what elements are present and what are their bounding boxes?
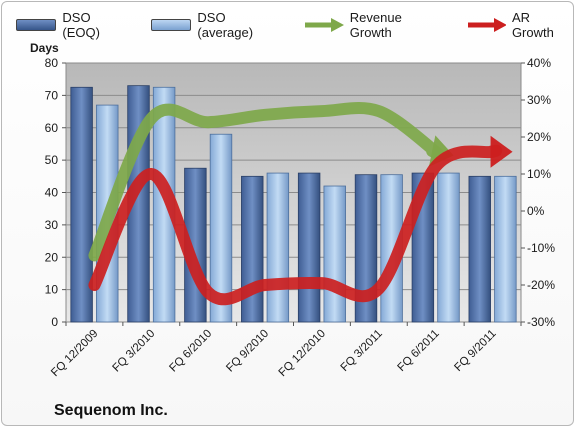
- x-tick-label: FQ 9/2011: [452, 328, 498, 374]
- legend-label-dso-eoq: DSO (EOQ): [62, 10, 100, 40]
- legend-item-ar-growth: AR Growth: [466, 10, 573, 40]
- legend-swatch-dso-average: [151, 19, 192, 31]
- y-tick-label: 30: [45, 218, 59, 232]
- bar-dso-eoq: [241, 175, 264, 323]
- y2-tick-label: 10%: [527, 167, 551, 181]
- y-tick-label: 40: [45, 186, 59, 200]
- y-tick-label: 80: [45, 56, 59, 70]
- y-tick-label: 20: [45, 250, 59, 264]
- bar-dso-eoq: [297, 172, 321, 323]
- growth-lines: [88, 101, 513, 306]
- y2-tick-label: -20%: [527, 278, 555, 292]
- y-tick-label: 50: [45, 153, 59, 167]
- legend-swatch-dso-eoq: [16, 19, 57, 31]
- bar-dso-average: [266, 172, 290, 323]
- x-tick-label: FQ 6/2010: [167, 328, 214, 375]
- y2-tick-label: 30%: [527, 93, 551, 107]
- y-tick-label: 70: [45, 88, 59, 102]
- y-tick-label: 10: [45, 283, 59, 297]
- y-tick-label: 60: [45, 121, 59, 135]
- y2-tick-label: -30%: [527, 315, 555, 329]
- x-tick-label: FQ 3/2011: [339, 328, 385, 374]
- legend-label-revenue-growth: Revenue Growth: [349, 10, 402, 40]
- bar-dso-average: [494, 175, 517, 323]
- bar-dso-eoq: [70, 86, 93, 323]
- legend: DSO (EOQ) DSO (average) Revenue Growth A…: [16, 10, 573, 40]
- y-tick-label: 0: [51, 315, 58, 329]
- y2-tick-label: -10%: [527, 241, 555, 255]
- legend-item-dso-eoq: DSO (EOQ): [16, 10, 129, 40]
- x-tick-label: FQ 3/2010: [111, 328, 158, 375]
- y2-tick-label: 40%: [527, 56, 551, 70]
- legend-arrow-revenue-icon: [305, 18, 344, 32]
- bar-dso-average: [437, 172, 460, 323]
- y-axis-label: Days: [30, 41, 59, 55]
- y2-tick-label: 0%: [527, 204, 545, 218]
- legend-label-ar-growth: AR Growth: [511, 10, 554, 40]
- x-tick-label: FQ 12/2009: [49, 328, 100, 379]
- legend-label-dso-average: DSO (average): [197, 10, 254, 40]
- revenue-growth-line: [88, 101, 445, 262]
- ar-growth-arrowhead: [490, 135, 513, 168]
- x-tick-label: FQ 9/2010: [224, 328, 271, 375]
- company-name: Sequenom Inc.: [54, 402, 168, 419]
- x-tick-label: FQ 12/2010: [277, 328, 328, 379]
- legend-arrow-ar-icon: [467, 18, 506, 32]
- bar-dso-eoq: [468, 175, 491, 323]
- bar-dso-eoq: [354, 174, 378, 323]
- ar-growth-line: [88, 144, 503, 306]
- x-tick-label: FQ 6/2011: [395, 328, 441, 374]
- legend-item-dso-average: DSO (average): [151, 10, 281, 40]
- bar-dso-average: [209, 133, 233, 323]
- bar-dso-average: [323, 185, 346, 323]
- legend-item-revenue-growth: Revenue Growth: [303, 10, 443, 40]
- y2-tick-label: 20%: [527, 130, 551, 144]
